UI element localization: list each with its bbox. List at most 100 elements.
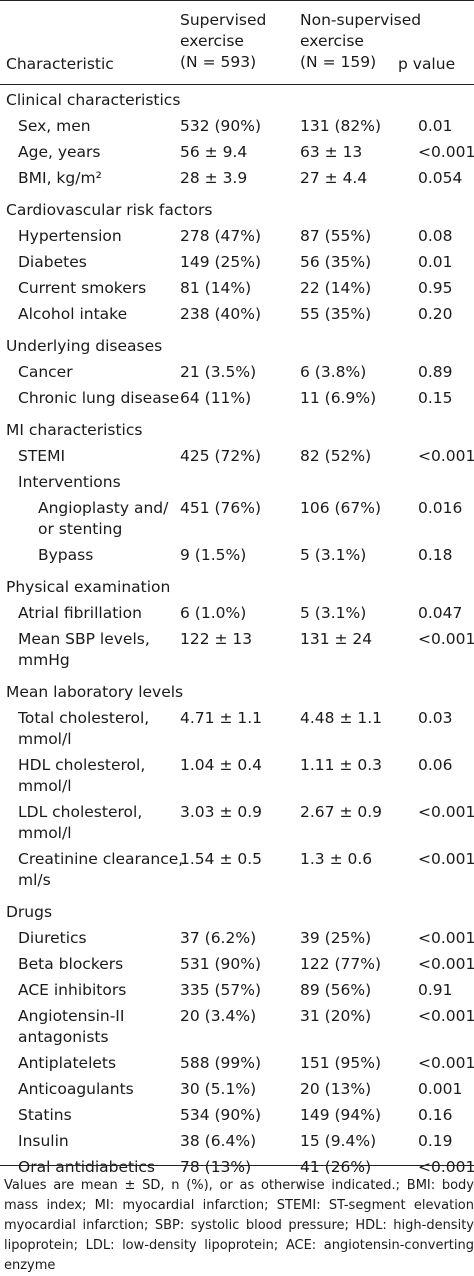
- row-label: Atrial fibrillation: [18, 604, 142, 622]
- p-value: 0.16: [418, 1106, 453, 1124]
- value-nonsupervised: 1.3 ± 0.6: [300, 850, 373, 868]
- row-label: or stenting: [38, 520, 123, 538]
- value-supervised: 28 ± 3.9: [180, 169, 248, 187]
- p-value: 0.047: [418, 604, 463, 622]
- value-nonsupervised: 5 (3.1%): [300, 604, 367, 622]
- value-supervised: 1.54 ± 0.5: [180, 850, 263, 868]
- value-nonsupervised: 1.11 ± 0.3: [300, 756, 383, 774]
- value-supervised: 30 (5.1%): [180, 1080, 257, 1098]
- section-title: Underlying diseases: [6, 337, 163, 355]
- p-value: 0.08: [418, 227, 453, 245]
- row-label: Total cholesterol,: [18, 709, 150, 727]
- value-nonsupervised: 122 (77%): [300, 955, 382, 973]
- p-value: 0.01: [418, 253, 453, 271]
- p-value: <0.001: [418, 955, 474, 973]
- value-nonsupervised: 39 (25%): [300, 929, 372, 947]
- value-nonsupervised: 63 ± 13: [300, 143, 363, 161]
- value-supervised: 81 (14%): [180, 279, 252, 297]
- value-supervised: 9 (1.5%): [180, 546, 247, 564]
- value-nonsupervised: 82 (52%): [300, 447, 372, 465]
- p-value: 0.03: [418, 709, 453, 727]
- value-nonsupervised: 15 (9.4%): [300, 1132, 377, 1150]
- value-nonsupervised: 20 (13%): [300, 1080, 372, 1098]
- p-value: <0.001: [418, 143, 474, 161]
- value-nonsupervised: 87 (55%): [300, 227, 372, 245]
- value-nonsupervised: 4.48 ± 1.1: [300, 709, 383, 727]
- value-nonsupervised: 6 (3.8%): [300, 363, 367, 381]
- value-supervised: 534 (90%): [180, 1106, 262, 1124]
- value-nonsupervised: 55 (35%): [300, 305, 372, 323]
- value-nonsupervised: 5 (3.1%): [300, 546, 367, 564]
- p-value: <0.001: [418, 447, 474, 465]
- p-value: 0.016: [418, 499, 463, 517]
- value-nonsupervised: 131 (82%): [300, 117, 382, 135]
- row-label: antagonists: [18, 1028, 109, 1046]
- row-label: Insulin: [18, 1132, 69, 1150]
- p-value: <0.001: [418, 850, 474, 868]
- col-supervised-line1: Supervised: [180, 11, 267, 29]
- p-value: <0.001: [418, 803, 474, 821]
- row-label: mmHg: [18, 651, 70, 669]
- table-footnote: Values are mean ± SD, n (%), or as other…: [4, 1178, 474, 1273]
- row-label: Hypertension: [18, 227, 122, 245]
- row-label: Antiplatelets: [18, 1054, 117, 1072]
- value-supervised: 56 ± 9.4: [180, 143, 248, 161]
- row-label: Mean SBP levels,: [18, 630, 150, 648]
- top-rule: [0, 0, 474, 1]
- p-value: 0.19: [418, 1132, 453, 1150]
- value-supervised: 37 (6.2%): [180, 929, 257, 947]
- value-supervised: 20 (3.4%): [180, 1007, 257, 1025]
- value-supervised: 149 (25%): [180, 253, 262, 271]
- p-value: <0.001: [418, 929, 474, 947]
- value-nonsupervised: 131 ± 24: [300, 630, 373, 648]
- value-supervised: 4.71 ± 1.1: [180, 709, 263, 727]
- section-title: Clinical characteristics: [6, 91, 181, 109]
- row-label: Age, years: [18, 143, 101, 161]
- p-value: <0.001: [418, 1054, 474, 1072]
- row-label: Alcohol intake: [18, 305, 128, 323]
- row-label: ml/s: [18, 871, 51, 889]
- row-label: Beta blockers: [18, 955, 124, 973]
- row-label: LDL cholesterol,: [18, 803, 143, 821]
- value-nonsupervised: 27 ± 4.4: [300, 169, 368, 187]
- value-supervised: 335 (57%): [180, 981, 262, 999]
- value-nonsupervised: 56 (35%): [300, 253, 372, 271]
- value-nonsupervised: 11 (6.9%): [300, 389, 377, 407]
- row-label: ACE inhibitors: [18, 981, 127, 999]
- p-value: 0.15: [418, 389, 453, 407]
- col-supervised-line2: exercise: [180, 32, 244, 50]
- row-label: HDL cholesterol,: [18, 756, 146, 774]
- row-label: mmol/l: [18, 777, 72, 795]
- value-supervised: 38 (6.4%): [180, 1132, 257, 1150]
- row-label: Angioplasty and/: [38, 499, 169, 517]
- section-title: Drugs: [6, 903, 53, 921]
- p-value: 0.89: [418, 363, 453, 381]
- row-label: Diabetes: [18, 253, 87, 271]
- col-characteristic: Characteristic: [6, 55, 114, 73]
- section-title: Mean laboratory levels: [6, 683, 184, 701]
- row-label: Angiotensin-II: [18, 1007, 125, 1025]
- value-nonsupervised: 2.67 ± 0.9: [300, 803, 383, 821]
- p-value: 0.01: [418, 117, 453, 135]
- value-supervised: 21 (3.5%): [180, 363, 257, 381]
- value-supervised: 6 (1.0%): [180, 604, 247, 622]
- p-value: 0.18: [418, 546, 453, 564]
- bottom-rule: [0, 1165, 474, 1166]
- value-nonsupervised: 151 (95%): [300, 1054, 382, 1072]
- col-nonsupervised-line2: exercise: [300, 32, 364, 50]
- col-nonsupervised-line3: (N = 159): [300, 53, 377, 71]
- value-supervised: 588 (99%): [180, 1054, 262, 1072]
- value-nonsupervised: 41 (26%): [300, 1158, 372, 1176]
- row-label: Chronic lung disease: [18, 389, 180, 407]
- row-label: Anticoagulants: [18, 1080, 134, 1098]
- value-supervised: 451 (76%): [180, 499, 262, 517]
- value-supervised: 78 (13%): [180, 1158, 252, 1176]
- row-label: mmol/l: [18, 730, 72, 748]
- value-nonsupervised: 22 (14%): [300, 279, 372, 297]
- value-supervised: 64 (11%): [180, 389, 252, 407]
- value-supervised: 532 (90%): [180, 117, 262, 135]
- value-supervised: 278 (47%): [180, 227, 262, 245]
- row-label: Bypass: [38, 546, 94, 564]
- value-supervised: 425 (72%): [180, 447, 262, 465]
- p-value: 0.001: [418, 1080, 463, 1098]
